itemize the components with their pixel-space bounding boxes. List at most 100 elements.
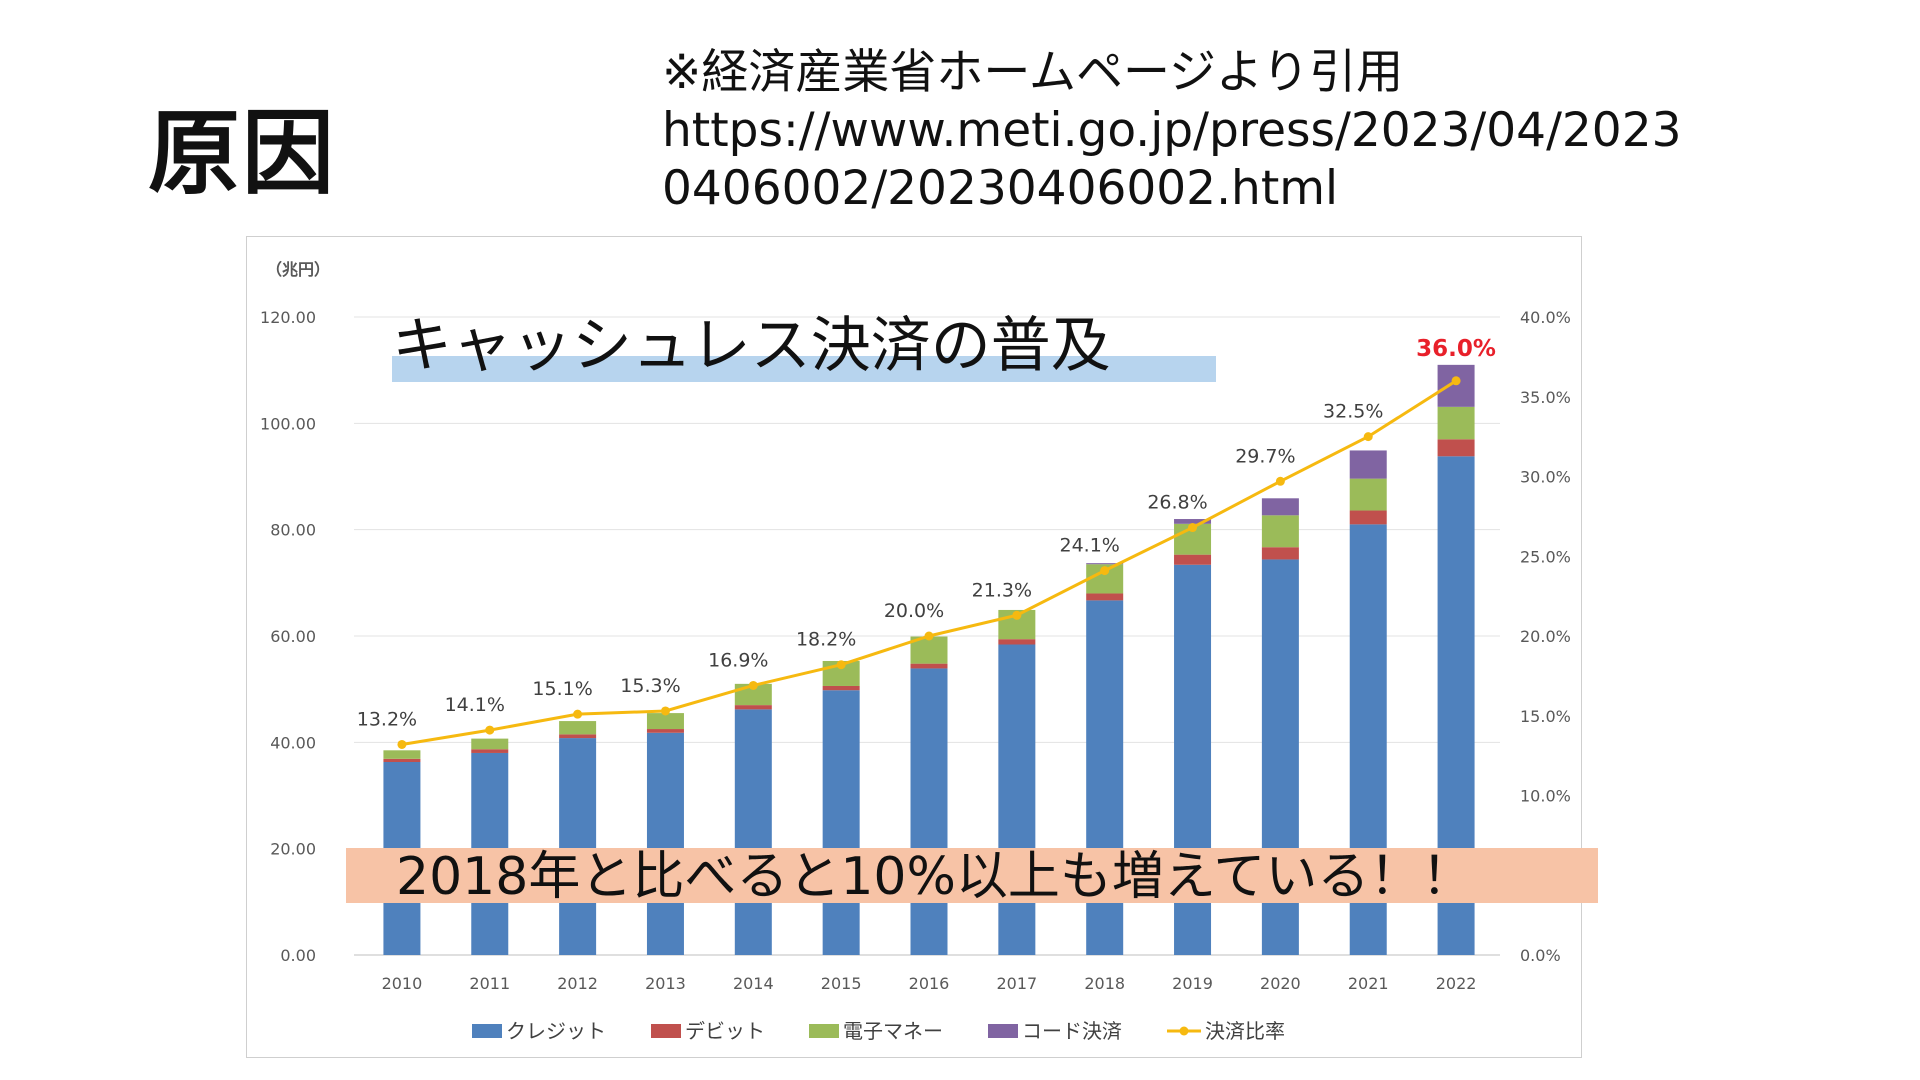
bar-segment [1261,498,1299,516]
ratio-label: 24.1% [1060,535,1120,557]
bar-segment [822,685,860,691]
bar-segment [559,721,597,735]
bar-segment [471,749,509,753]
bar-segment [998,644,1036,955]
bar-segment [559,734,597,739]
bar-segment [734,705,772,710]
ratio-point [1188,523,1198,533]
bar-segment [1349,478,1387,511]
x-tick-label: 2021 [1348,974,1389,993]
y-left-tick-label: 60.00 [270,627,316,646]
ratio-point [573,709,583,719]
bar-segment [1086,563,1124,565]
legend-swatch [472,1024,502,1038]
legend-swatch [988,1024,1018,1038]
legend-label: クレジット [506,1019,606,1043]
source-url-line-2[interactable]: 0406002/20230406002.html [662,161,1339,216]
x-tick-label: 2014 [733,974,774,993]
x-tick-label: 2019 [1172,974,1213,993]
ratio-point [1363,432,1373,442]
ratio-point [1012,610,1022,620]
x-tick-label: 2017 [996,974,1037,993]
ratio-label: 14.1% [445,694,505,716]
y-right-tick-label: 40.0% [1520,308,1571,327]
x-tick-label: 2012 [557,974,598,993]
ratio-label: 21.3% [972,579,1032,601]
overlay-title-highlight [392,356,1216,382]
legend-line-marker [1179,1026,1189,1036]
ratio-label: 20.0% [884,600,944,622]
legend-label: 電子マネー [843,1019,943,1043]
ratio-point [748,680,758,690]
y-right-tick-label: 0.0% [1520,946,1561,965]
y-left-tick-label: 20.00 [270,840,316,859]
bar-segment [646,729,684,733]
ratio-label: 15.1% [532,678,592,700]
bar-segment [822,690,860,955]
bar-segment [1437,364,1475,407]
legend-swatch [809,1024,839,1038]
y-left-tick-label: 0.00 [280,946,316,965]
ratio-point [660,706,670,716]
y-left-tick-label: 40.00 [270,733,316,752]
y-right-tick-label: 30.0% [1520,468,1571,487]
bar-segment [910,668,948,955]
y-left-unit-label: （兆円） [266,260,330,279]
x-tick-label: 2011 [469,974,510,993]
bar-segment [1349,450,1387,479]
source-note: ※経済産業省ホームページより引用 https://www.meti.go.jp/… [662,44,1682,218]
ratio-label: 15.3% [620,675,680,697]
legend-label: デビット [685,1019,765,1043]
overlay-title: キャッシュレス決済の普及 [392,311,1111,381]
bar-segment [1261,515,1299,548]
x-tick-label: 2022 [1436,974,1477,993]
y-left-tick-label: 80.00 [270,521,316,540]
ratio-point [836,660,846,670]
x-tick-label: 2020 [1260,974,1301,993]
bar-segment [1349,510,1387,525]
x-tick-label: 2016 [909,974,950,993]
legend-label: コード決済 [1022,1019,1122,1043]
bar-segment [1261,547,1299,560]
ratio-point [485,725,495,735]
ratio-label: 26.8% [1147,492,1207,514]
bar-segment [646,713,684,730]
legend-label: 決済比率 [1205,1019,1285,1043]
y-right-tick-label: 10.0% [1520,787,1571,806]
y-right-tick-label: 35.0% [1520,388,1571,407]
ratio-label: 16.9% [708,649,768,671]
x-tick-label: 2013 [645,974,686,993]
ratio-point [924,631,934,641]
bar-segment [1174,519,1212,524]
bar-segment [998,639,1036,645]
ratio-label: 32.5% [1323,401,1383,423]
slide-title: 原因 [148,100,337,207]
y-left-tick-label: 120.00 [260,308,316,327]
bar-segment [734,709,772,955]
source-line-1: ※経済産業省ホームページより引用 [662,45,1404,100]
ratio-point [397,739,407,749]
source-url-line-1[interactable]: https://www.meti.go.jp/press/2023/04/202… [662,103,1682,158]
bar-segment [1174,554,1212,565]
ratio-point [1275,476,1285,486]
ratio-point [1100,566,1110,576]
legend-swatch [651,1024,681,1038]
y-right-tick-label: 15.0% [1520,707,1571,726]
bar-segment [559,738,597,955]
x-tick-label: 2018 [1084,974,1125,993]
callout-text: 2018年と比べると10%以上も増えている！！ [396,847,1474,907]
ratio-point [1451,376,1461,386]
bar-segment [1086,593,1124,601]
bar-segment [471,738,509,750]
bar-segment [646,732,684,955]
ratio-label: 18.2% [796,629,856,651]
x-tick-label: 2015 [821,974,862,993]
y-right-tick-label: 20.0% [1520,627,1571,646]
bar-segment [910,663,948,669]
ratio-label: 13.2% [357,708,417,730]
ratio-label: 29.7% [1235,445,1295,467]
bar-segment [383,750,421,759]
bar-segment [1437,439,1475,457]
bar-segment [383,758,421,763]
